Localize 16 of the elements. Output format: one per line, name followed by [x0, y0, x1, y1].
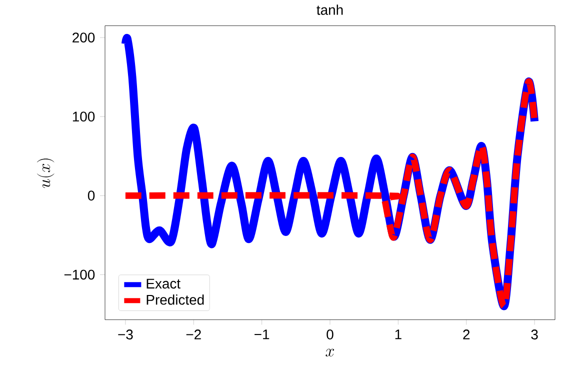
legend-label: Predicted [146, 294, 204, 305]
y-tick-label: −100 [64, 270, 95, 280]
x-tick-label: 3 [531, 330, 538, 340]
x-axis-title: $x$ [326, 348, 334, 357]
legend-label: Exact [146, 278, 180, 289]
y-tick-label: 100 [72, 112, 95, 122]
x-tick-label: 0 [326, 330, 334, 340]
y-tick-label: 0 [88, 190, 95, 201]
x-tick-label: 2 [463, 330, 470, 340]
x-tick-label: −3 [118, 330, 133, 340]
y-tick-label: 200 [72, 32, 95, 43]
x-tick-label: −1 [254, 330, 270, 340]
y-axis-title: $u(x)$ [37, 158, 54, 188]
x-tick-label: −2 [186, 330, 201, 340]
chart-title: tanh [316, 4, 343, 16]
x-tick-label: 1 [395, 330, 402, 340]
